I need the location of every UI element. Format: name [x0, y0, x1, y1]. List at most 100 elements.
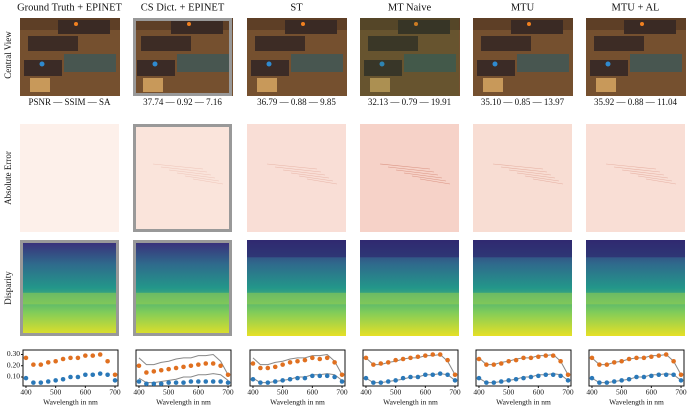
x-tick-label: 400	[247, 388, 259, 397]
data-point	[543, 353, 549, 358]
row-label: Absolute Error	[3, 151, 13, 205]
image-frame	[133, 124, 232, 232]
metrics: 36.79 — 0.88 — 9.85	[257, 97, 336, 107]
data-point	[53, 378, 58, 383]
x-axis-label: Wavelength in nm	[156, 398, 211, 407]
plot-frame	[362, 349, 459, 387]
data-point	[203, 379, 209, 384]
data-point	[423, 372, 428, 378]
data-point	[31, 380, 36, 385]
data-point	[60, 376, 66, 382]
reference-line	[252, 353, 343, 375]
data-point	[521, 355, 526, 361]
error-overlay	[473, 124, 572, 232]
data-point	[225, 372, 231, 378]
data-point	[678, 372, 684, 378]
image-frame	[20, 240, 119, 336]
data-point	[83, 353, 88, 358]
data-point	[151, 369, 157, 374]
data-point	[173, 380, 179, 385]
data-point	[536, 354, 541, 360]
data-point	[445, 357, 450, 363]
data-point	[105, 372, 110, 378]
data-point	[484, 380, 489, 385]
data-point	[513, 357, 519, 363]
data-point	[280, 378, 285, 383]
x-tick-label: 500	[503, 388, 515, 397]
error-stripe	[605, 163, 657, 170]
disparity-band	[473, 292, 572, 305]
data-point	[521, 375, 526, 381]
x-tick-label: 600	[80, 388, 92, 397]
data-point	[611, 379, 617, 384]
data-point	[166, 366, 171, 372]
data-point	[445, 372, 450, 378]
x-axis-label: Wavelength in nm	[43, 398, 98, 407]
data-point	[506, 378, 511, 383]
data-point	[68, 355, 73, 361]
central-view-image	[247, 18, 347, 96]
x-tick-label: 700	[109, 388, 121, 397]
error-stripe	[192, 178, 224, 185]
data-point	[23, 355, 29, 361]
data-point	[210, 379, 216, 384]
data-point	[498, 361, 504, 366]
error-image	[20, 124, 119, 232]
data-point	[626, 356, 632, 362]
column-title: ST	[290, 2, 303, 13]
metrics: 32.13 — 0.79 — 19.91	[368, 97, 451, 107]
data-point	[604, 362, 610, 367]
data-point	[649, 354, 654, 360]
data-point	[272, 364, 278, 370]
data-point	[302, 375, 308, 381]
error-stripe	[524, 175, 560, 182]
y-tick-label: 0.20	[7, 360, 20, 369]
data-point	[31, 362, 36, 367]
column-title: Ground Truth + EPINET	[17, 2, 122, 13]
data-point	[641, 374, 647, 380]
data-point	[513, 376, 519, 382]
data-point	[385, 379, 391, 384]
error-overlay	[586, 124, 685, 232]
data-point	[218, 379, 223, 384]
data-point	[408, 374, 413, 380]
data-point	[151, 381, 157, 387]
data-point	[332, 374, 337, 380]
x-axis-label: Wavelength in nm	[609, 398, 664, 407]
data-point	[528, 374, 534, 380]
metrics: PSNR — SSIM — SA	[28, 97, 111, 107]
data-point	[136, 379, 142, 384]
plot-frame	[135, 349, 232, 387]
data-point	[105, 358, 110, 364]
data-point	[188, 379, 194, 384]
data-point	[203, 361, 209, 366]
data-point	[136, 363, 142, 369]
x-tick-label: 700	[562, 388, 574, 397]
error-stripe	[637, 175, 673, 182]
plot-frame	[475, 349, 572, 387]
data-point	[378, 361, 384, 366]
x-tick-label: 600	[533, 388, 545, 397]
tint	[360, 18, 459, 96]
data-point	[671, 372, 676, 378]
error-stripe	[298, 175, 334, 182]
error-stripe	[282, 169, 326, 176]
x-tick-label: 500	[50, 388, 62, 397]
data-point	[378, 380, 384, 385]
data-point	[619, 358, 624, 364]
column-title: MTU	[511, 2, 535, 13]
central-view-image	[473, 18, 573, 96]
data-point	[558, 358, 563, 364]
data-point	[589, 355, 595, 361]
error-stripe	[629, 172, 669, 179]
data-point	[45, 379, 51, 384]
x-tick-label: 400	[473, 388, 485, 397]
data-point	[158, 367, 164, 373]
data-point	[258, 380, 263, 385]
data-point	[550, 372, 556, 378]
data-point	[558, 373, 563, 379]
data-point	[626, 376, 632, 382]
metrics: 37.74 — 0.92 — 7.16	[143, 97, 222, 107]
x-tick-label: 500	[616, 388, 628, 397]
